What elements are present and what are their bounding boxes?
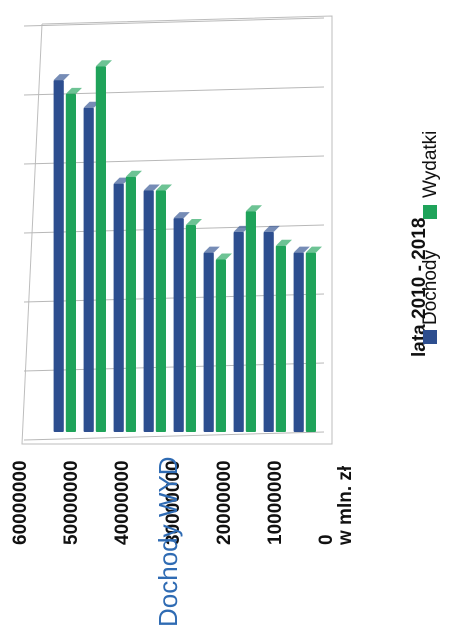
bar [113, 183, 124, 432]
tick: 50000000 [61, 460, 82, 545]
tick-label: 10000000 [265, 460, 286, 545]
plot-frame [21, 15, 333, 445]
tick-label: 50000000 [61, 460, 82, 545]
bar [53, 80, 64, 432]
bar-cap [233, 225, 250, 232]
tick-label: 60000000 [10, 460, 31, 545]
tick: 30000000 [163, 460, 184, 545]
bar-cap [305, 246, 322, 253]
bar-cap [53, 74, 70, 81]
gridline [23, 17, 325, 27]
bar-cap [275, 239, 292, 246]
bar [263, 231, 274, 432]
tick-label: 0 [316, 534, 337, 545]
bar [215, 259, 226, 432]
bar-cap [185, 219, 202, 225]
bar [203, 252, 214, 432]
overlay-label: Dochody WYD [153, 457, 183, 628]
bar [65, 93, 76, 433]
bar-cap [263, 225, 280, 232]
bar-cap [215, 253, 232, 260]
bar-cap [143, 184, 160, 191]
legend: lata 2010 - 2018 Dochody Wydatki [409, 131, 441, 357]
bar-cap [65, 87, 82, 94]
legend-swatch-wydatki [423, 205, 437, 219]
bar-cap [95, 60, 112, 67]
bar [143, 190, 154, 432]
bar [233, 231, 244, 432]
bar-cap [293, 246, 310, 253]
bar [185, 225, 196, 432]
legend-label-dochody: Dochody [420, 250, 441, 325]
bar-cap [203, 246, 220, 253]
bar [275, 245, 286, 432]
tick-label: 20000000 [214, 460, 235, 545]
bar-cap [173, 212, 190, 219]
tick-label: 40000000 [112, 460, 133, 545]
bar [245, 211, 256, 432]
legend-swatch-dochody [423, 330, 437, 344]
bar [125, 176, 136, 432]
bar [173, 218, 184, 432]
tick: 10000000 [265, 460, 286, 545]
x-axis-title: w mln. zł [335, 465, 356, 546]
bars-layer [53, 60, 322, 433]
bar [83, 107, 94, 432]
legend-title: lata 2010 - 2018 [409, 218, 430, 357]
bar [95, 66, 106, 433]
gridline [23, 431, 325, 441]
bar-cap [125, 170, 142, 177]
bar [155, 190, 166, 432]
tick: 40000000 [112, 460, 133, 545]
bar-cap [83, 101, 100, 108]
bar-cap [245, 205, 262, 212]
bar-cap [113, 177, 130, 184]
bar [305, 252, 316, 432]
legend-label-wydatki: Wydatki [420, 131, 441, 198]
x-axis-ticks: 0 10000000 20000000 30000000 40000000 5000000… [10, 460, 337, 545]
tick: 0 [316, 534, 337, 545]
tick-label: 30000000 [163, 460, 184, 545]
tick: 20000000 [214, 460, 235, 545]
tick: 60000000 [10, 460, 31, 545]
bar [293, 252, 304, 432]
bar-cap [155, 184, 172, 191]
